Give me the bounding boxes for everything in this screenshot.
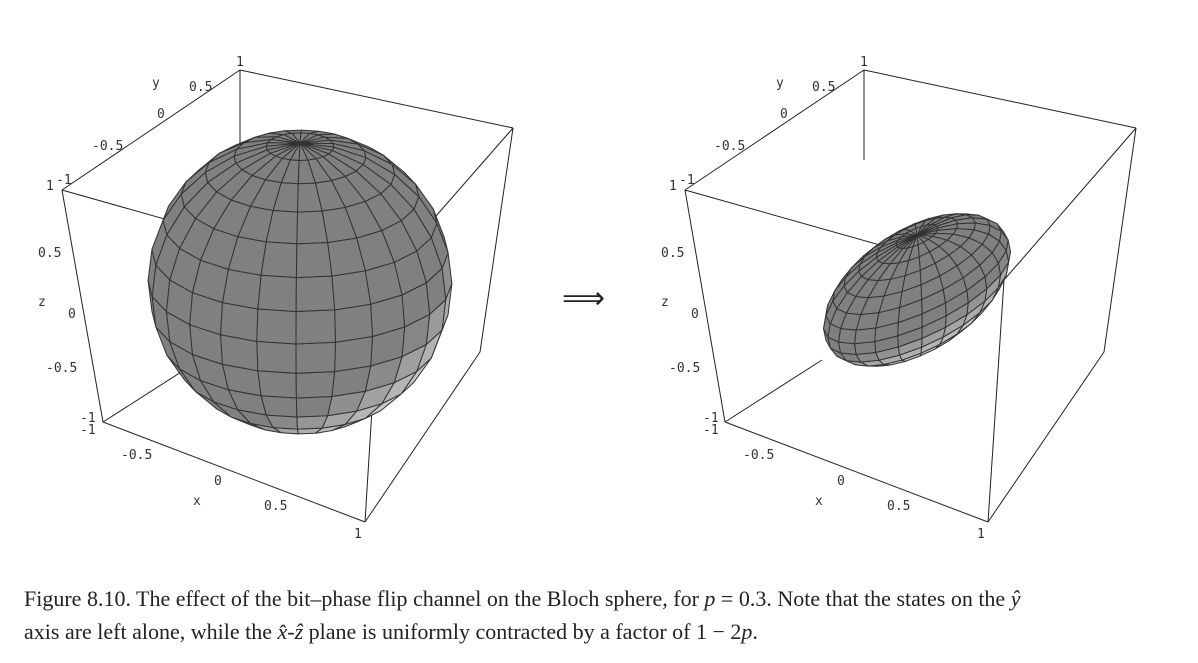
right-x-tick-minus-1: -1 [703,423,719,438]
left-y-tick-minus-1: -1 [56,173,72,188]
right-x-axis-label: x [815,494,823,509]
right-z-tick-1: 1 [669,179,677,194]
left-z-tick-minus-1: -1 [80,411,96,426]
right-ellipsoid-surface [822,213,1012,367]
right-y-tick-minus-1: -1 [679,173,695,188]
right-x-tick-1: 1 [977,527,985,542]
caption-x-hat: x̂ [277,619,288,644]
left-y-ticks: 1 0.5 0 -0.5 -1 [56,55,244,188]
left-y-tick-0.5: 0.5 [189,80,212,95]
caption-line-2: axis are left alone, while the x̂-ẑ plan… [24,615,1184,648]
left-sphere-facet [260,395,298,418]
left-axis-labels: y z x [38,76,201,509]
right-x-tick-minus-0.5: -0.5 [743,448,774,463]
right-z-ticks: 1 0.5 0 -0.5 -1 [661,179,719,426]
caption-text-2: = 0.3. Note that the states on the [715,586,1011,611]
caption-text-3: axis are left alone, while the [24,619,278,644]
right-ellipsoid-facet [853,327,877,345]
left-z-tick-minus-0.5: -0.5 [46,361,77,376]
right-axis-labels: y z x [661,76,823,509]
left-sphere-facet [334,303,374,343]
figure-area: y z x 1 0.5 0 -0.5 -1 1 0.5 0 -0.5 -1 -1… [38,55,1137,542]
left-sphere-facet [257,274,297,313]
left-sphere-facet [260,241,298,279]
left-z-ticks: 1 0.5 0 -0.5 -1 [38,179,96,426]
left-sphere-facet [295,275,336,313]
right-y-tick-1: 1 [860,55,868,70]
caption-label: Figure 8.10. [24,586,131,611]
left-z-axis-label: z [38,295,46,310]
left-sphere-facet [295,242,333,279]
left-z-tick-0: 0 [68,307,76,322]
right-z-tick-0: 0 [691,307,699,322]
left-sphere-surface [147,129,453,435]
left-x-axis-label: x [193,494,201,509]
right-bloch-sphere-plot: y z x 1 0.5 0 -0.5 -1 1 0.5 0 -0.5 -1 -1… [661,55,1137,542]
left-sphere-facet [257,370,297,399]
right-z-tick-minus-1: -1 [703,411,719,426]
left-z-tick-1: 1 [46,179,54,194]
left-sphere-facet [296,210,329,245]
right-x-tick-0.5: 0.5 [887,499,910,514]
caption-y-hat: ŷ [1010,586,1021,611]
left-x-tick-0.5: 0.5 [264,499,287,514]
caption-text-5: . [752,619,758,644]
left-sphere-facet [295,341,337,374]
left-sphere-facet [331,270,372,311]
left-x-ticks: -1 -0.5 0 0.5 1 [80,423,362,542]
left-bloch-sphere-plot: y z x 1 0.5 0 -0.5 -1 1 0.5 0 -0.5 -1 -1… [38,55,514,542]
implies-arrow: ⟹ [562,281,605,316]
right-z-axis-label: z [661,295,669,310]
caption-line-1: Figure 8.10. The effect of the bit–phase… [24,582,1184,615]
left-x-tick-minus-1: -1 [80,423,96,438]
left-sphere-facet [296,415,329,430]
left-y-tick-0: 0 [157,107,165,122]
left-sphere-facet [221,268,262,310]
right-y-axis-label: y [776,76,784,91]
right-ellipsoid-facet [838,328,857,345]
left-z-tick-0.5: 0.5 [38,246,61,261]
left-y-tick-minus-0.5: -0.5 [92,139,123,154]
left-sphere-facet [295,371,336,399]
right-y-tick-0.5: 0.5 [812,80,835,95]
left-x-tick-0: 0 [214,474,222,489]
left-x-tick-1: 1 [354,527,362,542]
right-z-tick-0.5: 0.5 [661,246,684,261]
caption-var-p: p [704,586,716,611]
left-sphere-facet [295,309,337,345]
left-sphere-facet [295,395,333,418]
left-y-axis-label: y [152,76,160,91]
right-x-tick-0: 0 [837,474,845,489]
caption-text-4: plane is uniformly contracted by a facto… [303,619,742,644]
right-x-ticks: -1 -0.5 0 0.5 1 [703,423,985,542]
left-x-tick-minus-0.5: -0.5 [121,448,152,463]
caption-var-p-2: p [741,619,753,644]
caption-dash: - [287,619,295,644]
right-y-ticks: 1 0.5 0 -0.5 -1 [679,55,868,188]
left-sphere-facet [256,340,297,374]
figure-caption: Figure 8.10. The effect of the bit–phase… [24,582,1184,648]
right-z-tick-minus-0.5: -0.5 [669,361,700,376]
right-y-tick-0: 0 [780,107,788,122]
caption-text-1: The effect of the bit–phase flip channel… [130,586,705,611]
left-sphere-facet [256,308,297,345]
left-y-tick-1: 1 [236,55,244,70]
right-bounding-box [684,69,1137,523]
caption-z-hat: ẑ [294,619,304,644]
right-y-tick-minus-0.5: -0.5 [714,139,745,154]
